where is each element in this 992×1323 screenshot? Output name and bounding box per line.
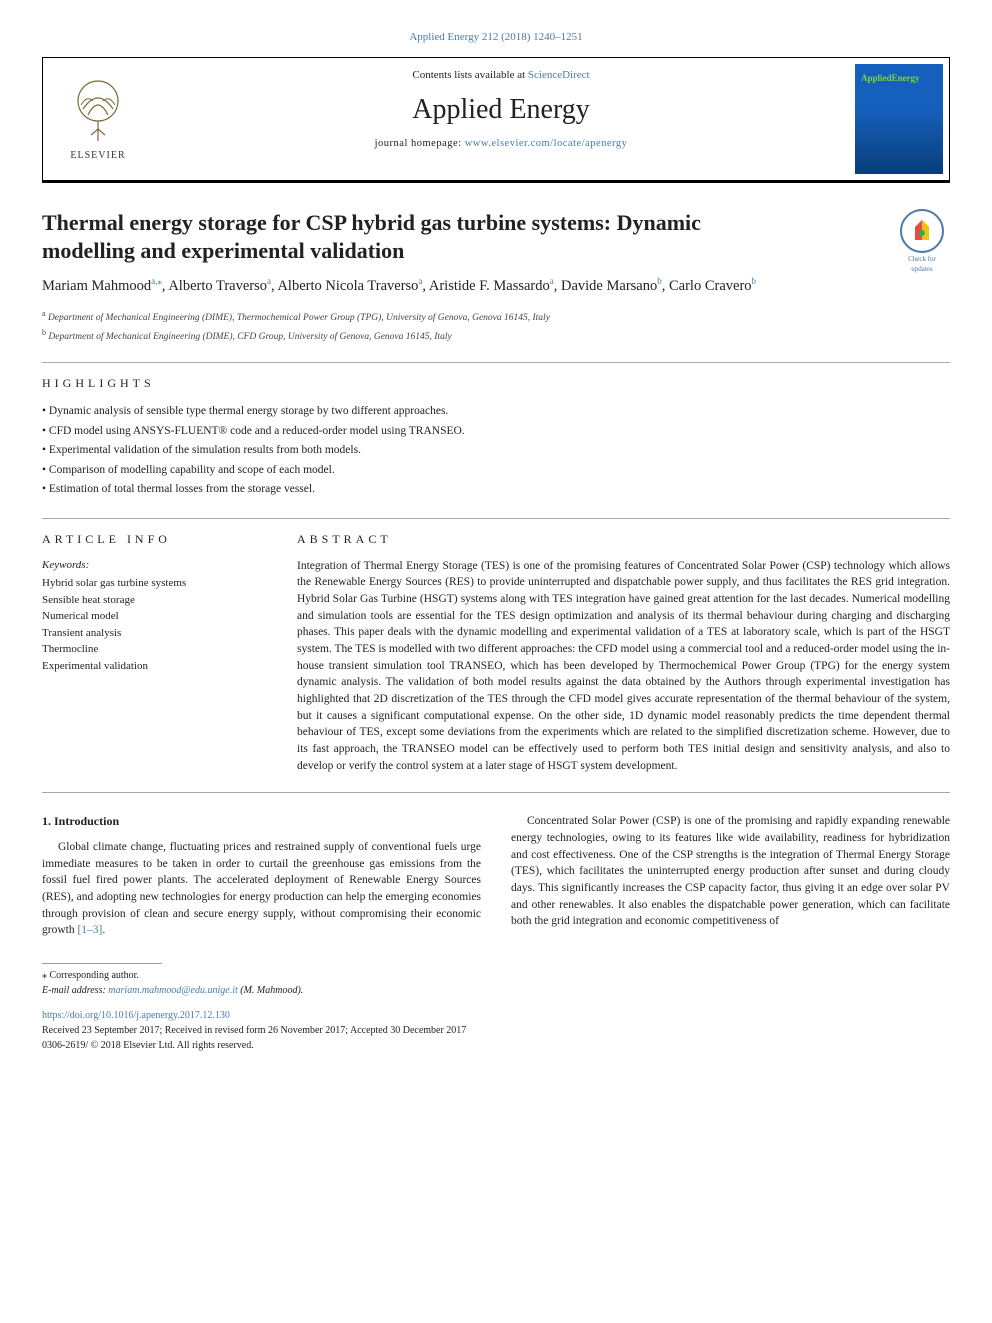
copyright: 0306-2619/ © 2018 Elsevier Ltd. All righ… <box>42 1038 950 1053</box>
contents-line: Contents lists available at ScienceDirec… <box>161 68 841 83</box>
keyword: Thermocline <box>42 641 267 658</box>
footer: ⁎ Corresponding author. E-mail address: … <box>42 963 950 1053</box>
journal-header: ELSEVIER Contents lists available at Sci… <box>42 57 950 183</box>
keyword: Experimental validation <box>42 658 267 675</box>
email-label: E-mail address: <box>42 985 108 996</box>
separator <box>42 518 950 519</box>
keyword: Hybrid solar gas turbine systems <box>42 575 267 592</box>
header-center: Contents lists available at ScienceDirec… <box>153 58 849 180</box>
article-history: Received 23 September 2017; Received in … <box>42 1023 950 1038</box>
keyword: Numerical model <box>42 608 267 625</box>
check-updates-badge[interactable]: Check for updates <box>894 209 950 275</box>
highlight-item: Experimental validation of the simulatio… <box>42 441 950 461</box>
cover-brand-b: Energy <box>892 73 920 83</box>
email-link[interactable]: mariam.mahmood@edu.unige.it <box>108 985 237 996</box>
highlight-item: Estimation of total thermal losses from … <box>42 480 950 500</box>
footnote-rule <box>42 963 162 964</box>
separator <box>42 362 950 363</box>
abstract-text: Integration of Thermal Energy Storage (T… <box>297 558 950 775</box>
homepage-line: journal homepage: www.elsevier.com/locat… <box>161 137 841 152</box>
journal-reference: Applied Energy 212 (2018) 1240–1251 <box>42 30 950 45</box>
homepage-link[interactable]: www.elsevier.com/locate/apenergy <box>465 138 628 149</box>
intro-left-after: . <box>102 924 105 936</box>
authors: Mariam Mahmooda,⁎, Alberto Traversoa, Al… <box>42 275 950 298</box>
email-suffix: (M. Mahmood). <box>238 985 304 996</box>
check-updates-icon <box>900 209 944 253</box>
email-line: E-mail address: mariam.mahmood@edu.unige… <box>42 983 950 998</box>
highlight-item: Dynamic analysis of sensible type therma… <box>42 402 950 422</box>
intro-paragraph-left: Global climate change, fluctuating price… <box>42 839 481 939</box>
publisher-name: ELSEVIER <box>70 149 125 163</box>
highlights-list: Dynamic analysis of sensible type therma… <box>42 402 950 500</box>
keywords-header: Keywords: <box>42 558 267 573</box>
abstract-label: ABSTRACT <box>297 531 950 548</box>
badge-line2: updates <box>894 265 950 275</box>
journal-name: Applied Energy <box>161 90 841 129</box>
separator <box>42 792 950 793</box>
cover-brand-a: Applied <box>861 73 892 83</box>
highlight-item: CFD model using ANSYS-FLUENT® code and a… <box>42 422 950 442</box>
homepage-prefix: journal homepage: <box>375 138 465 149</box>
article-title: Thermal energy storage for CSP hybrid ga… <box>42 209 894 264</box>
publisher-logo-block: ELSEVIER <box>43 58 153 180</box>
intro-paragraph-right: Concentrated Solar Power (CSP) is one of… <box>511 813 950 930</box>
elsevier-tree-icon <box>63 75 133 145</box>
journal-cover-block: AppliedEnergy <box>849 58 949 180</box>
highlights-label: HIGHLIGHTS <box>42 375 950 392</box>
affiliation: b Department of Mechanical Engineering (… <box>42 327 950 344</box>
journal-cover: AppliedEnergy <box>855 64 943 174</box>
keywords-list: Hybrid solar gas turbine systemsSensible… <box>42 575 267 674</box>
affiliation: a Department of Mechanical Engineering (… <box>42 308 950 325</box>
cover-brand: AppliedEnergy <box>861 72 920 85</box>
intro-left-text: Global climate change, fluctuating price… <box>42 841 481 936</box>
contents-prefix: Contents lists available at <box>412 69 527 81</box>
keyword: Transient analysis <box>42 625 267 642</box>
keyword: Sensible heat storage <box>42 592 267 609</box>
badge-line1: Check for <box>894 255 950 265</box>
citation-link[interactable]: [1–3] <box>77 924 102 936</box>
sciencedirect-link[interactable]: ScienceDirect <box>528 69 590 81</box>
intro-heading: 1. Introduction <box>42 813 481 830</box>
corresponding-author: ⁎ Corresponding author. <box>42 968 950 983</box>
article-info-label: ARTICLE INFO <box>42 531 267 548</box>
doi-link[interactable]: https://doi.org/10.1016/j.apenergy.2017.… <box>42 1008 950 1023</box>
highlight-item: Comparison of modelling capability and s… <box>42 461 950 481</box>
